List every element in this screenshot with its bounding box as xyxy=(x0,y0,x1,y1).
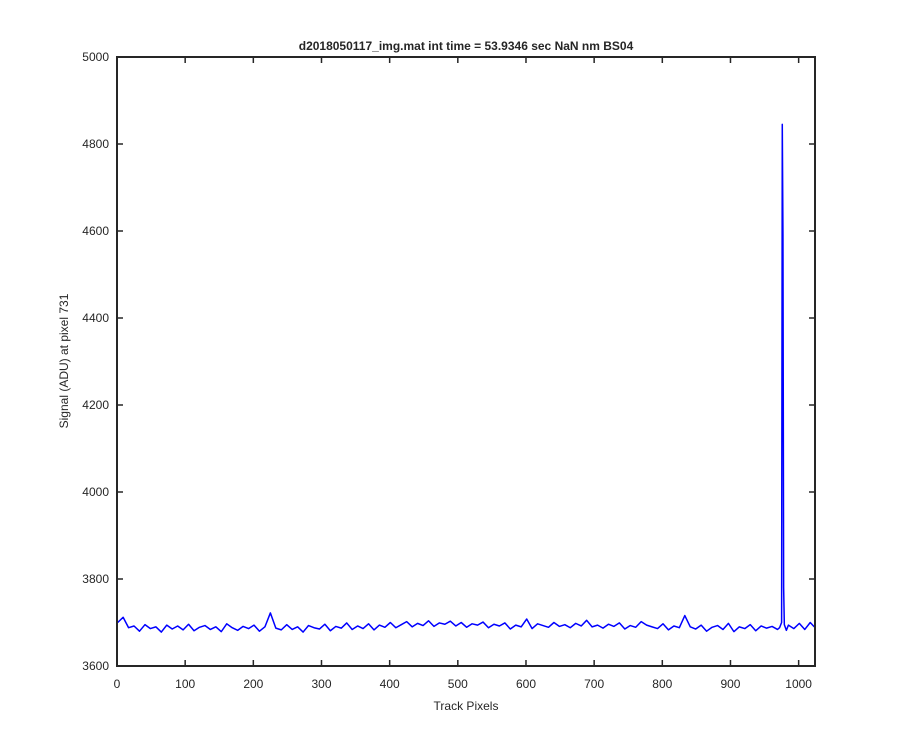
x-tick-label: 200 xyxy=(243,677,263,691)
y-tick-label: 3800 xyxy=(82,572,109,586)
y-tick-label: 4000 xyxy=(82,485,109,499)
data-line xyxy=(117,123,815,633)
x-tick-label: 300 xyxy=(311,677,331,691)
x-tick-label: 0 xyxy=(114,677,121,691)
x-tick-label: 1000 xyxy=(785,677,812,691)
x-tick-label: 600 xyxy=(516,677,536,691)
x-tick-label: 500 xyxy=(448,677,468,691)
y-tick-label: 4800 xyxy=(82,137,109,151)
y-axis-label: Signal (ADU) at pixel 731 xyxy=(57,293,71,428)
x-axis-label: Track Pixels xyxy=(434,699,499,713)
y-tick-label: 4200 xyxy=(82,398,109,412)
x-tick-label: 400 xyxy=(380,677,400,691)
y-tick-label: 4400 xyxy=(82,311,109,325)
y-tick-label: 4600 xyxy=(82,224,109,238)
x-tick-label: 900 xyxy=(720,677,740,691)
x-tick-label: 800 xyxy=(652,677,672,691)
axes-box xyxy=(116,56,816,667)
x-tick-label: 100 xyxy=(175,677,195,691)
chart-title: d2018050117_img.mat int time = 53.9346 s… xyxy=(299,39,634,53)
y-tick-label: 5000 xyxy=(82,50,109,64)
y-tick-label: 3600 xyxy=(82,659,109,673)
x-tick-label: 700 xyxy=(584,677,604,691)
